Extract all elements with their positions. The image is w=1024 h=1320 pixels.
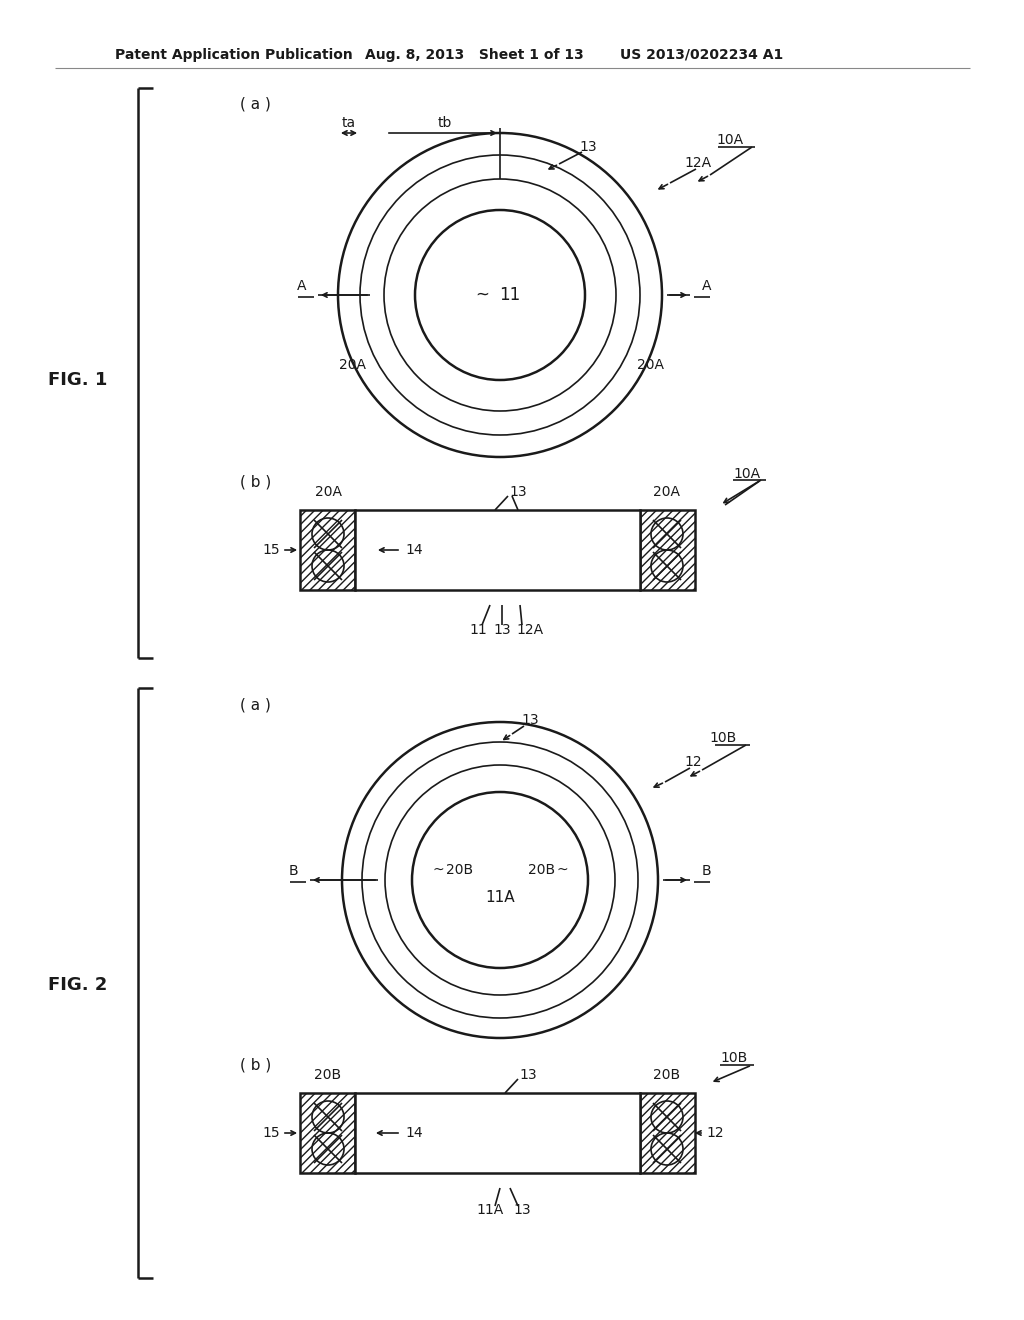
Text: 10B: 10B [710,731,736,744]
Text: 20B: 20B [528,863,556,876]
Text: tb: tb [438,116,453,129]
Text: ta: ta [342,116,356,129]
Text: 20A: 20A [653,484,681,499]
Text: ( b ): ( b ) [240,1057,271,1072]
Bar [640,510,695,590]
Text: B: B [289,865,298,878]
Bar [355,510,640,590]
Text: 12A: 12A [684,156,712,170]
Text: 13: 13 [494,623,511,638]
Text: ( a ): ( a ) [240,96,271,111]
Text: ( b ): ( b ) [240,474,271,490]
Text: 10B: 10B [720,1051,748,1065]
Text: 20A: 20A [314,484,341,499]
Text: 13: 13 [519,1068,537,1082]
Text: 20B: 20B [314,1068,342,1082]
Bar [300,510,355,590]
Bar [640,1093,695,1173]
Text: 13: 13 [513,1203,530,1217]
Text: A: A [702,279,712,293]
Text: 11: 11 [500,286,520,304]
Text: 20B: 20B [653,1068,681,1082]
Text: 11: 11 [469,623,486,638]
Text: 11A: 11A [476,1203,504,1217]
Text: 11A: 11A [485,891,515,906]
Text: 12A: 12A [516,623,544,638]
Text: 12: 12 [684,755,701,770]
Bar [300,1093,355,1173]
Text: 15: 15 [262,543,280,557]
Text: 20A: 20A [637,358,664,372]
Text: Patent Application Publication: Patent Application Publication [115,48,352,62]
Text: 12: 12 [706,1126,724,1140]
Text: FIG. 1: FIG. 1 [48,371,108,389]
Text: 20A: 20A [339,358,366,372]
Text: 20B: 20B [446,863,473,876]
Text: 13: 13 [509,484,526,499]
Text: ( a ): ( a ) [240,697,271,713]
Text: ~: ~ [556,863,568,876]
Text: 15: 15 [262,1126,280,1140]
Text: 14: 14 [406,1126,423,1140]
Text: 13: 13 [521,713,539,727]
Text: 14: 14 [406,543,423,557]
Text: Aug. 8, 2013   Sheet 1 of 13: Aug. 8, 2013 Sheet 1 of 13 [365,48,584,62]
Text: 13: 13 [580,140,597,154]
Text: ~: ~ [475,286,489,304]
Text: US 2013/0202234 A1: US 2013/0202234 A1 [620,48,783,62]
Text: A: A [297,279,306,293]
Text: ~: ~ [432,863,443,876]
Text: FIG. 2: FIG. 2 [48,975,108,994]
Bar [355,1093,640,1173]
Text: B: B [702,865,712,878]
Text: 10A: 10A [733,467,760,480]
Text: 10A: 10A [717,133,743,147]
